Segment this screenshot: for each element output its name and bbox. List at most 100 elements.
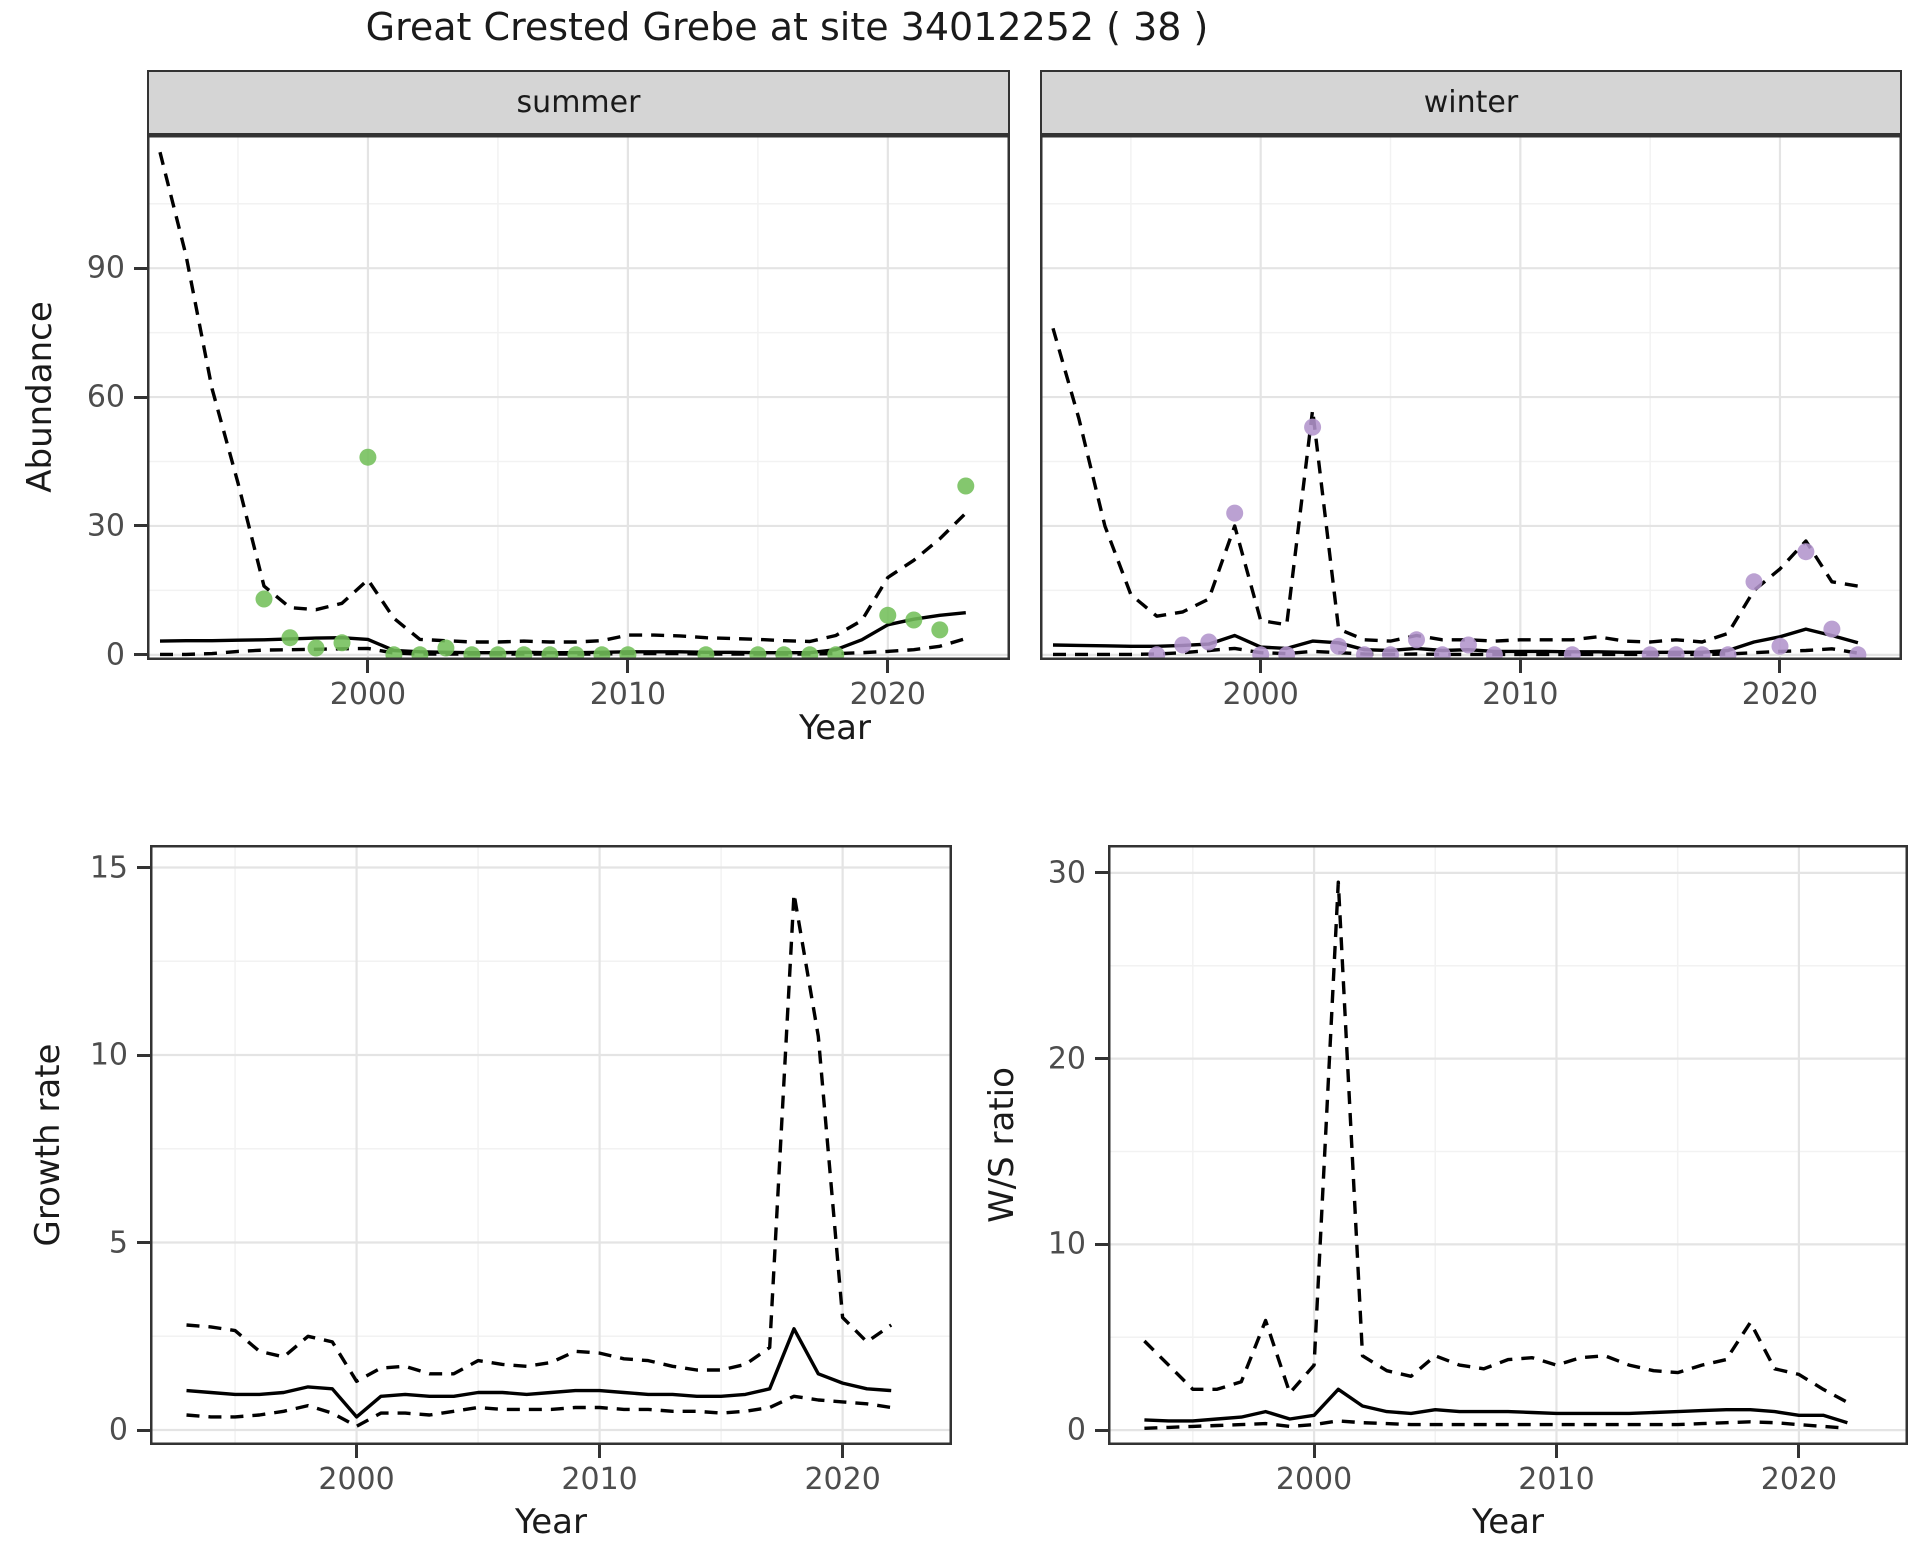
y-tick-mark bbox=[137, 866, 150, 869]
data-point bbox=[411, 646, 429, 660]
x-tick-mark bbox=[841, 1445, 845, 1458]
y-tick-label: 10 bbox=[89, 1037, 128, 1073]
y-tick-mark bbox=[137, 1053, 150, 1057]
y-tick-label: 0 bbox=[1066, 1412, 1086, 1448]
ws-ratio-axis-title: W/S ratio bbox=[982, 1067, 1022, 1223]
y-tick-label: 10 bbox=[1047, 1226, 1086, 1262]
y-tick-label: 30 bbox=[1047, 855, 1086, 891]
data-point bbox=[697, 646, 715, 660]
winter-points bbox=[1148, 418, 1867, 660]
x-tick-label: 2000 bbox=[1275, 1462, 1353, 1497]
data-point bbox=[1771, 637, 1789, 655]
x-tick-label: 2020 bbox=[1741, 677, 1819, 712]
abundance-axis-title: Abundance bbox=[20, 301, 60, 493]
x-tick-mark bbox=[1778, 660, 1782, 673]
data-point bbox=[593, 646, 611, 660]
winter-plot-svg bbox=[1040, 135, 1902, 660]
y-tick-mark bbox=[134, 524, 147, 528]
data-point bbox=[1745, 573, 1763, 591]
x-tick-mark bbox=[1259, 660, 1263, 673]
data-point bbox=[1433, 646, 1451, 660]
data-point bbox=[931, 621, 949, 639]
gridlines-minor bbox=[1108, 845, 1908, 1445]
data-point bbox=[385, 646, 403, 660]
year-axis-title-ws: Year bbox=[1472, 1502, 1544, 1542]
gridlines-major bbox=[1040, 135, 1902, 660]
data-point bbox=[905, 611, 923, 629]
data-point bbox=[1719, 646, 1737, 660]
x-tick-mark bbox=[355, 1445, 359, 1458]
x-tick-label: 2000 bbox=[318, 1462, 395, 1497]
data-point bbox=[515, 646, 533, 660]
data-point bbox=[957, 477, 975, 495]
data-point bbox=[1563, 646, 1581, 660]
data-point bbox=[1330, 637, 1348, 655]
x-tick-label: 2020 bbox=[849, 677, 927, 712]
data-point bbox=[1823, 620, 1841, 638]
facet-strip-winter: winter bbox=[1040, 70, 1902, 135]
y-tick-label: 60 bbox=[86, 379, 125, 415]
y-tick-mark bbox=[134, 653, 147, 657]
data-point bbox=[1641, 646, 1659, 660]
x-tick-label: 2000 bbox=[329, 677, 407, 712]
y-tick-mark bbox=[134, 266, 147, 270]
y-tick-label: 0 bbox=[108, 1412, 128, 1448]
panel-background bbox=[1108, 845, 1908, 1445]
facet-strip-summer: summer bbox=[147, 70, 1010, 135]
data-point bbox=[1408, 631, 1425, 649]
y-tick-mark bbox=[134, 395, 147, 399]
growth-lower-ci-line bbox=[186, 1394, 892, 1428]
y-tick-mark bbox=[137, 1241, 150, 1244]
facet-strip-winter-label: winter bbox=[1423, 85, 1519, 120]
y-tick-label: 0 bbox=[105, 637, 125, 673]
data-point bbox=[1485, 646, 1503, 660]
facet-strip-summer-label: summer bbox=[516, 85, 641, 120]
x-tick-mark bbox=[598, 1445, 602, 1458]
x-tick-mark bbox=[626, 660, 630, 673]
y-tick-mark bbox=[1095, 871, 1108, 875]
data-point bbox=[463, 646, 481, 660]
y-tick-label: 30 bbox=[86, 508, 125, 544]
data-point bbox=[489, 646, 507, 660]
y-tick-label: 20 bbox=[1047, 1041, 1086, 1077]
y-tick-label: 15 bbox=[89, 850, 128, 885]
summer-upper-ci-line bbox=[158, 151, 967, 644]
data-point bbox=[255, 590, 273, 608]
y-tick-label: 5 bbox=[108, 1225, 128, 1260]
data-point bbox=[541, 646, 559, 660]
data-point bbox=[333, 634, 351, 652]
data-point bbox=[1667, 646, 1685, 660]
growth-fit-line bbox=[186, 1327, 892, 1419]
y-tick-mark bbox=[1095, 1428, 1108, 1432]
gridlines-minor bbox=[150, 845, 952, 1445]
ws-fit-line bbox=[1144, 1387, 1848, 1425]
data-point bbox=[307, 639, 325, 657]
panel-border bbox=[150, 845, 952, 1445]
x-tick-mark bbox=[886, 660, 890, 673]
ws-lower-ci-line bbox=[1144, 1419, 1848, 1430]
growth-rate-axis-title: Growth rate bbox=[28, 1043, 68, 1247]
x-tick-label: 2010 bbox=[1482, 677, 1559, 712]
x-tick-label: 2020 bbox=[1760, 1462, 1838, 1497]
year-axis-title-growth: Year bbox=[515, 1502, 587, 1542]
data-point bbox=[1200, 633, 1218, 651]
growth-upper-ci-line bbox=[186, 892, 893, 1383]
y-tick-mark bbox=[1095, 1057, 1108, 1061]
panel-border bbox=[1108, 845, 1908, 1445]
x-tick-label: 2020 bbox=[804, 1462, 881, 1497]
data-point bbox=[619, 646, 637, 660]
data-point bbox=[1693, 646, 1711, 660]
data-point bbox=[1252, 646, 1270, 660]
y-tick-mark bbox=[137, 1428, 150, 1432]
data-point bbox=[749, 646, 767, 660]
data-point bbox=[1797, 543, 1815, 561]
panel-border bbox=[147, 135, 1010, 660]
data-point bbox=[437, 639, 455, 657]
x-tick-mark bbox=[1797, 1445, 1801, 1458]
data-point bbox=[1459, 636, 1477, 654]
data-point bbox=[775, 646, 793, 660]
data-point bbox=[1356, 646, 1373, 660]
x-tick-mark bbox=[1312, 1445, 1316, 1458]
panel-background bbox=[150, 845, 952, 1445]
